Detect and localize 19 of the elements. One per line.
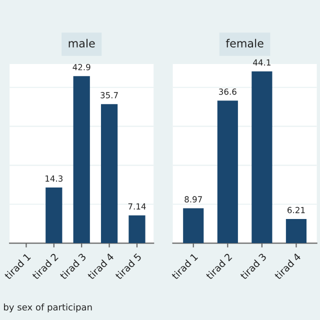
data-label: 8.97 — [184, 196, 202, 202]
chart-title: male — [68, 38, 95, 48]
bar — [252, 71, 272, 244]
bar — [46, 187, 62, 244]
data-label: 42.9 — [72, 64, 90, 70]
data-label: 6.21 — [288, 206, 305, 214]
bar — [286, 219, 307, 244]
bar — [217, 100, 238, 244]
text: by sex of participan — [4, 304, 92, 312]
data-label: 14.3 — [46, 175, 63, 182]
data-label: 35.7 — [100, 92, 118, 98]
data-label: 44.1 — [253, 59, 270, 66]
chart-title: female — [226, 38, 264, 48]
bar — [183, 208, 204, 244]
data-label: 7.14 — [128, 203, 146, 210]
bar — [73, 76, 90, 244]
bar — [100, 104, 118, 244]
bar — [128, 215, 146, 244]
data-label: 36.6 — [219, 88, 236, 95]
